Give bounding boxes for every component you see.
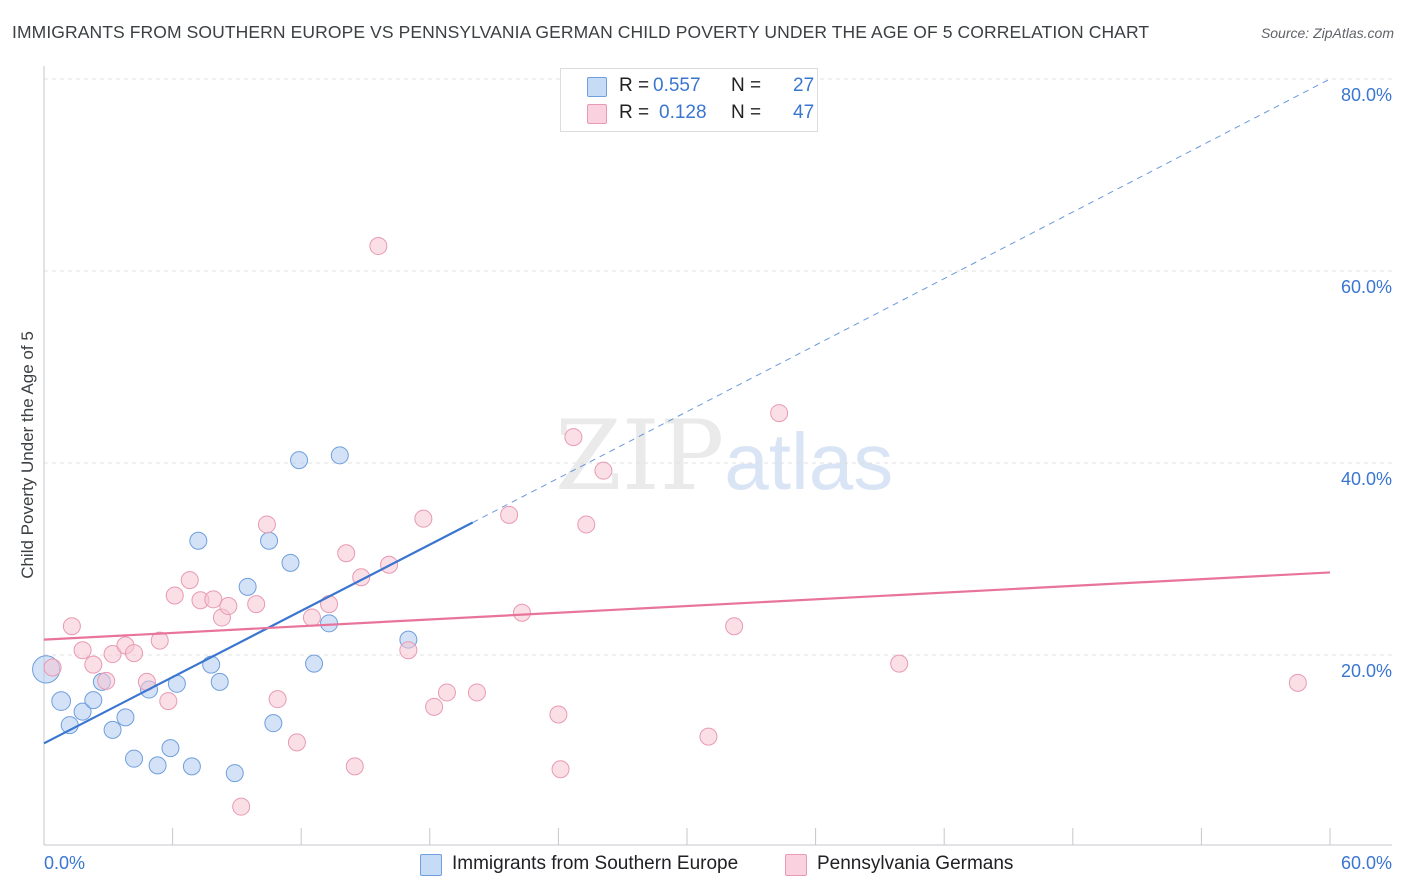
- point-pennsylvania-german: [551, 760, 570, 779]
- point-southern-europe: [161, 739, 180, 758]
- point-pennsylvania-german: [320, 595, 339, 614]
- watermark-atlas: atlas: [724, 417, 894, 506]
- bottom-legend-swatch-pink: [785, 854, 807, 876]
- source-label: Source: ZipAtlas.com: [1260, 25, 1394, 41]
- point-pennsylvania-german: [125, 644, 144, 663]
- point-pennsylvania-german: [62, 617, 81, 636]
- legend-swatch-blue: [587, 77, 607, 97]
- point-southern-europe: [182, 757, 201, 776]
- point-pennsylvania-german: [699, 727, 718, 746]
- point-pennsylvania-german: [287, 733, 306, 752]
- point-pennsylvania-german: [345, 757, 364, 776]
- point-pennsylvania-german: [73, 641, 92, 660]
- point-pennsylvania-german: [159, 692, 178, 711]
- point-pennsylvania-german: [302, 608, 321, 627]
- legend-r-value: 0.557: [653, 75, 701, 96]
- point-pennsylvania-german: [594, 461, 613, 480]
- y-axis-label: Child Poverty Under the Age of 5: [18, 331, 37, 579]
- point-southern-europe: [148, 756, 167, 775]
- legend-n-label: N =: [731, 102, 762, 123]
- point-pennsylvania-german: [500, 505, 519, 524]
- legend-n-value: 27: [793, 75, 815, 96]
- trendline-southern-europe: [43, 521, 474, 745]
- bottom-legend-swatch-blue: [420, 854, 442, 876]
- point-pennsylvania-german: [414, 509, 433, 528]
- point-pennsylvania-german: [268, 690, 287, 709]
- point-pennsylvania-german: [180, 571, 199, 590]
- point-pennsylvania-german: [204, 590, 223, 609]
- point-southern-europe: [210, 672, 229, 691]
- point-southern-europe: [290, 451, 309, 470]
- chart-title: IMMIGRANTS FROM SOUTHERN EUROPE VS PENNS…: [12, 22, 1150, 42]
- point-pennsylvania-german: [43, 658, 62, 677]
- point-pennsylvania-german: [150, 631, 169, 650]
- point-pennsylvania-german: [1288, 673, 1307, 692]
- point-pennsylvania-german: [219, 597, 238, 616]
- y-tick-label: 60.0%: [1341, 277, 1392, 297]
- watermark-zip: ZIP: [555, 400, 725, 512]
- point-pennsylvania-german: [577, 515, 596, 534]
- point-southern-europe: [320, 614, 339, 633]
- point-pennsylvania-german: [467, 683, 486, 702]
- point-pennsylvania-german: [890, 654, 909, 673]
- point-southern-europe: [116, 708, 135, 727]
- point-pennsylvania-german: [165, 586, 184, 605]
- point-southern-europe: [260, 531, 279, 550]
- bottom-legend-label-series1: Immigrants from Southern Europe: [452, 853, 739, 874]
- x-tick-label: 0.0%: [44, 853, 85, 873]
- point-pennsylvania-german: [103, 645, 122, 664]
- legend-r-label: R =: [619, 102, 650, 123]
- point-southern-europe: [125, 749, 144, 768]
- point-pennsylvania-german: [257, 515, 276, 534]
- point-pennsylvania-german: [564, 428, 583, 447]
- stats-legend: R = 0.557 N = 27 R = 0.128 N = 47: [560, 68, 818, 132]
- point-pennsylvania-german: [247, 595, 266, 614]
- legend-swatch-pink: [587, 104, 607, 124]
- bottom-legend-label-series2: Pennsylvania Germans: [817, 853, 1014, 874]
- point-pennsylvania-german: [97, 671, 116, 690]
- point-pennsylvania-german: [425, 697, 444, 716]
- point-pennsylvania-german: [337, 544, 356, 563]
- point-southern-europe: [84, 691, 103, 710]
- point-southern-europe: [305, 654, 324, 673]
- point-southern-europe: [189, 531, 208, 550]
- legend-n-label: N =: [731, 75, 762, 96]
- point-southern-europe: [264, 714, 283, 733]
- trendline-extension-southern-europe: [472, 78, 1331, 523]
- y-tick-label: 80.0%: [1341, 85, 1392, 105]
- point-southern-europe: [202, 655, 221, 674]
- legend-r-label: R =: [619, 75, 650, 96]
- point-southern-europe: [51, 691, 71, 711]
- point-pennsylvania-german: [512, 603, 531, 622]
- point-pennsylvania-german: [232, 797, 251, 816]
- point-pennsylvania-german: [549, 705, 568, 724]
- y-tick-label: 40.0%: [1341, 469, 1392, 489]
- x-tick-label: 60.0%: [1341, 853, 1392, 873]
- point-southern-europe: [103, 720, 122, 739]
- point-pennsylvania-german: [84, 655, 103, 674]
- legend-n-value: 47: [793, 102, 815, 123]
- point-southern-europe: [238, 577, 257, 596]
- point-pennsylvania-german: [725, 617, 744, 636]
- legend-r-value: 0.128: [659, 102, 707, 123]
- point-pennsylvania-german: [770, 404, 789, 423]
- point-southern-europe: [281, 553, 300, 572]
- point-pennsylvania-german: [369, 237, 388, 256]
- point-pennsylvania-german: [399, 641, 418, 660]
- point-southern-europe: [73, 702, 92, 721]
- trendline-pennsylvania-german: [43, 571, 1331, 641]
- watermark: ZIPatlas: [555, 400, 893, 512]
- point-pennsylvania-german: [437, 683, 456, 702]
- y-tick-label: 20.0%: [1341, 661, 1392, 681]
- point-southern-europe: [330, 446, 349, 465]
- point-southern-europe: [225, 764, 244, 783]
